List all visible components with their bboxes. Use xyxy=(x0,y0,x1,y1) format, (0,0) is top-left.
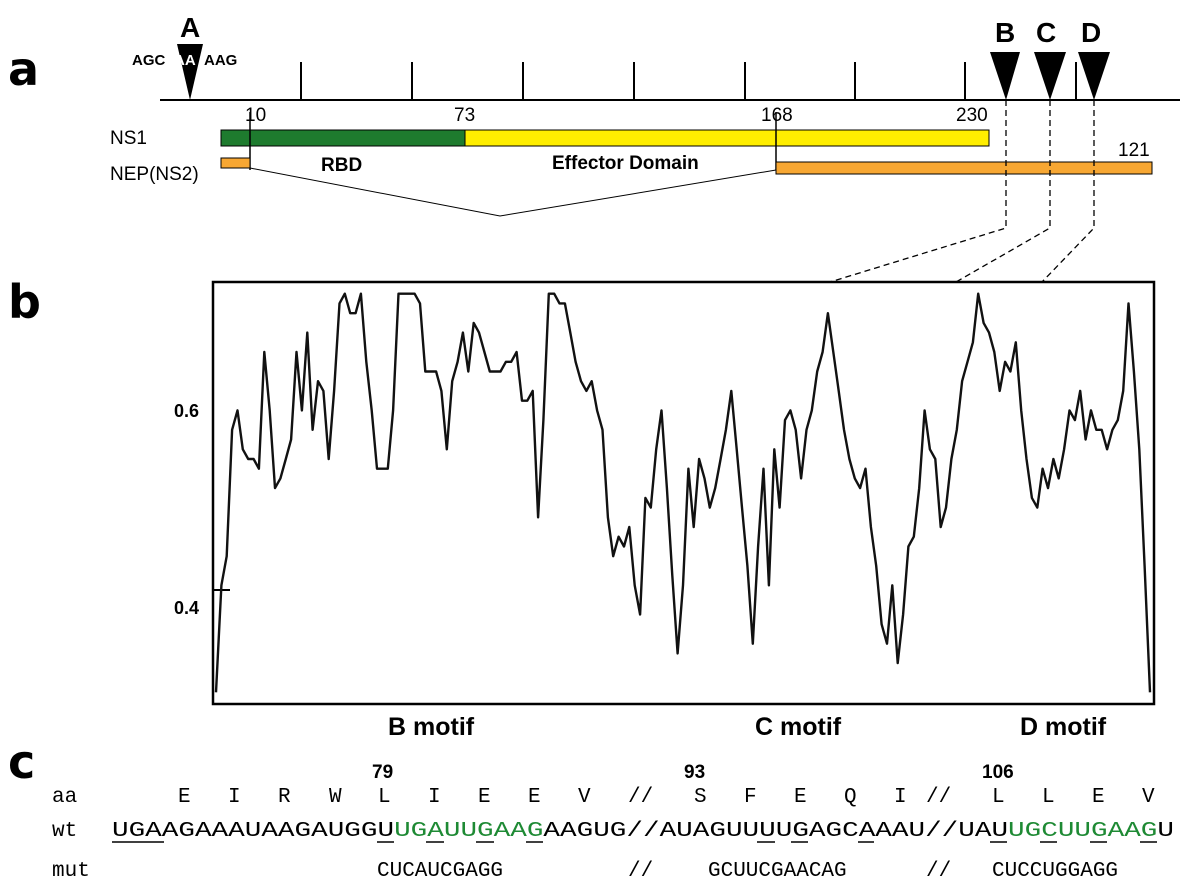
amino-acid: I xyxy=(228,786,241,809)
marker-d-arrow xyxy=(1078,52,1110,100)
amino-acid: L xyxy=(1042,786,1055,809)
residue-79-label: 79 xyxy=(372,762,393,783)
rbd-label: RBD xyxy=(321,155,362,176)
amino-acid: E xyxy=(478,786,491,809)
connector-b xyxy=(829,100,1007,283)
y-tick-0.6: 0.6 xyxy=(174,401,199,421)
splice-sequence: AGC AA AAG xyxy=(132,52,237,69)
amino-acid: L xyxy=(378,786,391,809)
pos-230-label: 230 xyxy=(956,105,988,126)
ns1-rbd-segment xyxy=(220,129,466,147)
wt-seq-part: UGAAGAAAUAAGAUGGU xyxy=(112,820,394,843)
marker-b-arrow xyxy=(990,52,1020,100)
amino-acid: E xyxy=(794,786,807,809)
nep-intron-line xyxy=(249,167,777,217)
marker-a-arrow xyxy=(177,44,203,100)
mut-separator: // xyxy=(628,860,653,883)
amino-acid: V xyxy=(578,786,591,809)
amino-acid: E xyxy=(1092,786,1105,809)
mut-row-label: mut xyxy=(52,860,90,883)
amino-acid: F xyxy=(744,786,757,809)
marker-c-arrow xyxy=(1034,52,1066,100)
splice-seq-mid: AA xyxy=(174,52,196,69)
plot-frame xyxy=(211,280,1156,706)
y-tick-0.4: 0.4 xyxy=(174,598,199,618)
nep-exon1-segment xyxy=(220,157,251,169)
motif-connectors xyxy=(829,100,1095,283)
effector-domain-label: Effector Domain xyxy=(552,153,699,174)
wt-seq-highlight: UGAUUGAAG xyxy=(394,820,543,843)
amino-acid: S xyxy=(694,786,707,809)
amino-acid: W xyxy=(329,786,342,809)
nep-exon2-segment xyxy=(775,161,1153,175)
pos-168-label: 168 xyxy=(761,105,793,126)
wt-seq-part: AAGUG//AUAGUUUUGAGCAAAU//UAU xyxy=(543,820,1008,843)
amino-acid: V xyxy=(1142,786,1155,809)
residue-93-label: 93 xyxy=(684,762,705,783)
marker-c-label: C xyxy=(1036,17,1056,48)
conservation-score-line xyxy=(214,292,1152,693)
amino-acid: L xyxy=(992,786,1005,809)
c-motif-label: C motif xyxy=(755,713,842,741)
b-motif-label: B motif xyxy=(388,713,475,741)
marker-b-label: B xyxy=(995,17,1015,48)
wt-row-label: wt xyxy=(52,820,77,843)
wt-seq-part: U xyxy=(1157,820,1174,843)
d-motif-label: D motif xyxy=(1020,713,1107,741)
amino-acid: I xyxy=(428,786,441,809)
amino-acid: E xyxy=(178,786,191,809)
pos-73-label: 73 xyxy=(454,105,475,126)
mut-separator: // xyxy=(926,860,951,883)
marker-d-label: D xyxy=(1081,17,1101,48)
amino-acid: E xyxy=(528,786,541,809)
pos-121-label: 121 xyxy=(1118,140,1150,161)
splice-seq-post: AAG xyxy=(204,52,237,69)
amino-acid: R xyxy=(278,786,291,809)
residue-106-label: 106 xyxy=(982,762,1014,783)
nep-label: NEP(NS2) xyxy=(110,164,199,185)
mut-seq-1: CUCAUCGAGG xyxy=(377,860,503,883)
ns1-effector-segment xyxy=(464,129,990,147)
splice-seq-pre: AGC xyxy=(132,52,166,69)
panel-c-letter: c xyxy=(8,735,35,789)
mut-seq-2: GCUUCGAACAG xyxy=(708,860,847,883)
aa-row-label: aa xyxy=(52,786,77,809)
panel-a-letter: a xyxy=(8,42,39,96)
amino-acid: I xyxy=(894,786,907,809)
connector-d xyxy=(1041,100,1095,283)
mut-seq-3: CUCCUGGAGG xyxy=(992,860,1118,883)
wt-seq-highlight: UGCUUGAAG xyxy=(1008,820,1157,843)
pos-10-label: 10 xyxy=(245,105,266,126)
ns1-label: NS1 xyxy=(110,128,147,149)
connector-c xyxy=(955,100,1051,283)
genome-ticks xyxy=(300,62,1077,100)
amino-acid-row: E I R W L I E E V // S F E Q I // L L E … xyxy=(178,786,1155,809)
wt-sequence: UGAAGAAAUAAGAUGGU UGAUUGAAG AAGUG//AUAGUUU… xyxy=(112,820,1174,843)
panel-b-letter: b xyxy=(8,275,41,329)
marker-a-label: A xyxy=(180,12,200,43)
aa-separator: // xyxy=(926,786,951,809)
amino-acid: Q xyxy=(844,786,857,809)
aa-separator: // xyxy=(628,786,653,809)
